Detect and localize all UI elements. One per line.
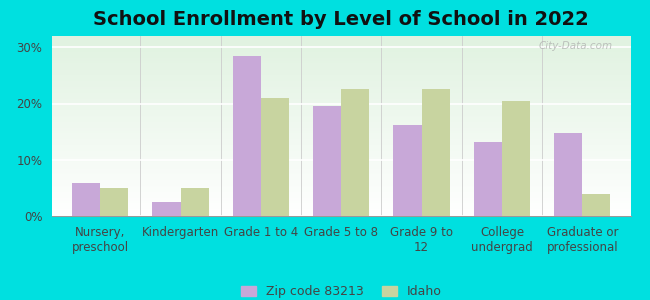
Title: School Enrollment by Level of School in 2022: School Enrollment by Level of School in … bbox=[94, 10, 589, 29]
Bar bbox=[313, 106, 341, 216]
Bar bbox=[153, 202, 181, 216]
Bar bbox=[72, 183, 100, 216]
Bar bbox=[341, 89, 369, 216]
Bar bbox=[582, 194, 610, 216]
Bar bbox=[474, 142, 502, 216]
Bar bbox=[502, 101, 530, 216]
Bar bbox=[261, 98, 289, 216]
Bar bbox=[422, 89, 450, 216]
Bar bbox=[554, 133, 582, 216]
Bar bbox=[233, 56, 261, 216]
Bar bbox=[393, 125, 422, 216]
Bar bbox=[181, 188, 209, 216]
Bar bbox=[100, 188, 128, 216]
Legend: Zip code 83213, Idaho: Zip code 83213, Idaho bbox=[235, 280, 447, 300]
Text: City-Data.com: City-Data.com bbox=[539, 41, 613, 51]
